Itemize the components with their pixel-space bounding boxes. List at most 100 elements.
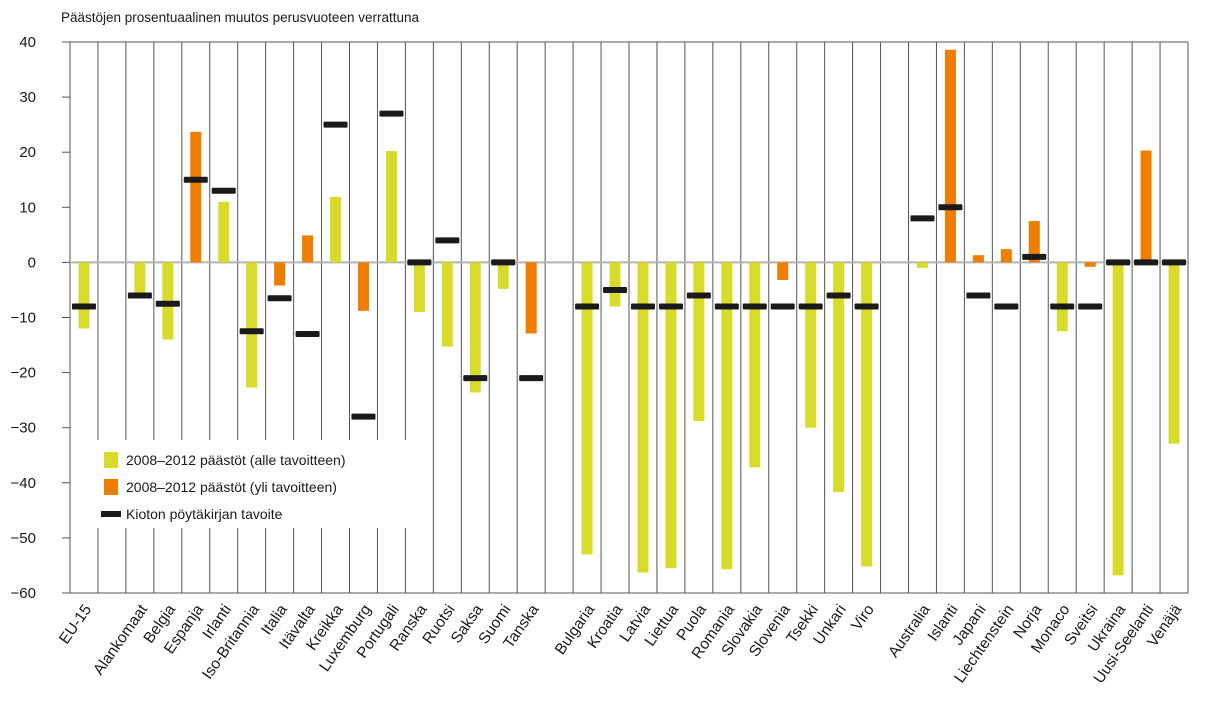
x-tick-label: Alankomaat <box>90 601 151 678</box>
bar-sveitsi <box>1084 262 1096 267</box>
target-marker <box>994 303 1019 310</box>
bar-kreikka <box>330 196 342 263</box>
y-tick-label: −40 <box>11 475 36 492</box>
bar-romania <box>721 262 733 570</box>
bar-puola <box>693 262 705 422</box>
target-marker <box>1134 259 1159 266</box>
bar-islanti <box>944 49 956 263</box>
bar-luxemburg <box>357 262 369 311</box>
y-tick-label: 0 <box>28 254 36 271</box>
target-marker <box>714 303 739 310</box>
y-tick-label: 40 <box>19 34 36 51</box>
target-marker <box>407 259 432 266</box>
target-marker <box>519 375 544 382</box>
bar-ukraina <box>1112 262 1124 576</box>
target-marker <box>295 331 320 338</box>
target-marker <box>1050 303 1075 310</box>
target-marker <box>71 303 96 310</box>
target-marker <box>323 121 348 128</box>
legend-swatch <box>101 511 121 517</box>
target-marker <box>826 292 851 299</box>
y-tick-label: −10 <box>11 310 36 327</box>
target-marker <box>575 303 600 310</box>
y-axis-title: Päästöjen prosentuaalinen muutos perusvu… <box>61 10 419 25</box>
target-marker <box>658 303 683 310</box>
target-marker <box>603 286 628 293</box>
bar-liettua <box>665 262 677 569</box>
bar-ranska <box>413 262 425 312</box>
x-tick-label: EU-15 <box>56 602 95 648</box>
legend-label: 2008–2012 päästöt (yli tavoitteen) <box>126 479 337 495</box>
y-tick-label: −20 <box>11 365 36 382</box>
bar-eu-15 <box>78 262 90 329</box>
bar-irlanti <box>218 201 230 263</box>
bar-venäjä <box>1168 262 1180 444</box>
target-marker <box>463 375 488 382</box>
target-marker <box>910 215 935 222</box>
bar-liechtenstein <box>1000 249 1012 263</box>
target-marker <box>1106 259 1131 266</box>
bar-portugali <box>385 151 397 263</box>
bar-bulgaria <box>581 262 593 555</box>
target-marker <box>1162 259 1187 266</box>
bar-tsekki <box>805 262 817 428</box>
bar-unkari <box>833 262 845 493</box>
bar-australia <box>916 262 928 268</box>
bar-tanska <box>525 262 537 334</box>
target-marker <box>966 292 991 299</box>
targets-layer <box>71 110 1187 420</box>
bar-italia <box>274 262 286 286</box>
bars-layer <box>78 49 1180 576</box>
target-marker <box>267 295 292 302</box>
target-marker <box>127 292 152 299</box>
bar-kroatia <box>609 262 621 307</box>
target-marker <box>239 328 264 335</box>
bar-latvia <box>637 262 649 573</box>
grid-layer <box>69 41 1189 594</box>
bar-norja <box>1028 221 1040 263</box>
bar-suomi <box>497 262 509 289</box>
bar-viro <box>861 262 873 567</box>
x-tick-label: Bulgaria <box>552 601 599 658</box>
legend: 2008–2012 päästöt (alle tavoitteen) 2008–… <box>93 440 418 528</box>
y-tick-label: −50 <box>11 530 36 547</box>
bar-saksa <box>469 262 481 393</box>
legend-swatch <box>104 452 118 468</box>
y-tick-label: 20 <box>19 144 36 161</box>
bar-espanja <box>190 131 202 263</box>
target-marker <box>183 176 208 183</box>
bar-ruotsi <box>441 262 453 347</box>
bar-slovakia <box>749 262 761 468</box>
target-marker <box>686 292 711 299</box>
target-marker <box>211 187 236 194</box>
target-marker <box>491 259 516 266</box>
bar-iso-britannia <box>246 262 258 388</box>
y-tick-label: −60 <box>11 585 36 602</box>
target-marker <box>798 303 823 310</box>
target-marker <box>742 303 767 310</box>
y-tick-label: −30 <box>11 420 36 437</box>
target-marker <box>351 413 376 420</box>
target-marker <box>1022 253 1047 260</box>
bar-japani <box>972 255 984 263</box>
legend-background <box>93 440 418 528</box>
x-tick-label: Viro <box>848 602 878 634</box>
bar-uusi-seelanti <box>1140 150 1152 263</box>
target-marker <box>630 303 655 310</box>
legend-swatch <box>104 479 118 495</box>
target-marker <box>770 303 795 310</box>
y-tick-labels: 40 30 20 10 0 −10 −20 −30 −40 −50 −60 <box>11 34 70 602</box>
bar-alankomaat <box>134 262 146 296</box>
target-marker <box>1078 303 1103 310</box>
legend-label: Kioton pöytäkirjan tavoite <box>126 506 283 522</box>
y-tick-label: 10 <box>19 199 36 216</box>
bar-slovenia <box>777 262 789 281</box>
x-tick-labels: EU-15AlankomaatBelgiaEspanjaIrlantiIso-B… <box>56 601 1185 687</box>
legend-label: 2008–2012 päästöt (alle tavoitteen) <box>126 452 346 468</box>
y-tick-label: 30 <box>19 89 36 106</box>
bar-itävalta <box>302 235 314 263</box>
target-marker <box>155 300 180 307</box>
target-marker <box>379 110 404 117</box>
